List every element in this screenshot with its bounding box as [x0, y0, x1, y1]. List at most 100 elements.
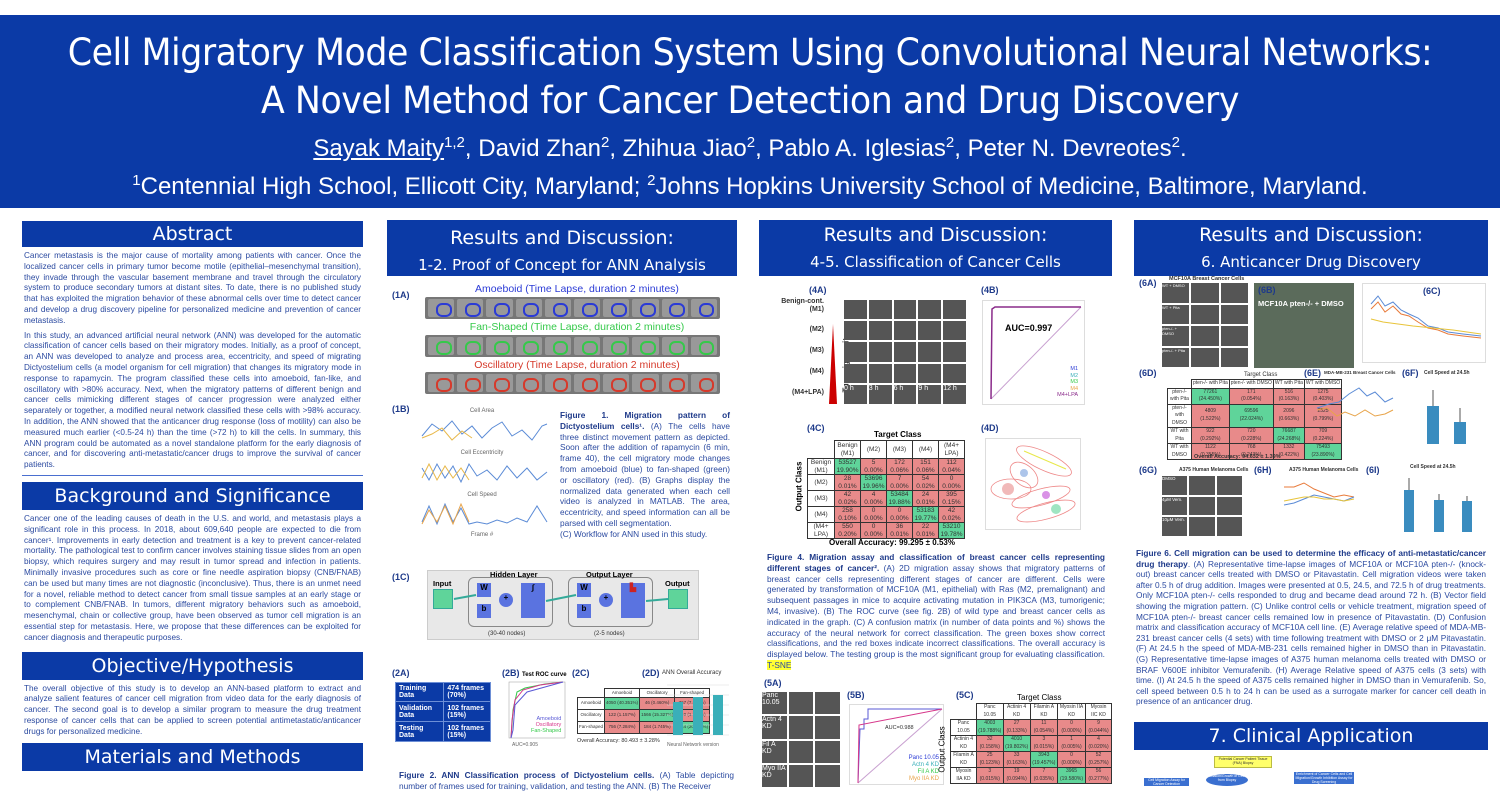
target-class-label: Target Class	[1017, 693, 1062, 702]
mcf10a-image-grid: WT + DMSO WT + Pita pten-/- + DMSO pten-…	[1162, 283, 1248, 367]
figure-label: (6H)	[1254, 465, 1272, 475]
figure-label: (2A)	[392, 668, 410, 678]
input-node	[433, 589, 453, 609]
tumorigenicity-gradient	[829, 324, 837, 404]
section-header-results-3: Results and Discussion: 6. Anticancer Dr…	[1134, 220, 1488, 276]
roc-legend: Amoeboid Oscillatory Fan-Shaped	[531, 716, 562, 734]
auc-value: AUC=0.997	[1005, 323, 1053, 333]
output-node	[668, 589, 688, 609]
affiliations: 1Centennial High School, Ellicott City, …	[132, 172, 1368, 200]
section-header-objective: Objective/Hypothesis	[22, 651, 363, 680]
speed-line-chart-6e	[1316, 387, 1394, 417]
workflow-step: Enrichment of Cancer Cells and Cell Migr…	[1294, 772, 1354, 784]
plot-title: Cell Speed	[467, 492, 497, 498]
figure-title: MCF10A Breast Cancer Cells	[1169, 276, 1245, 282]
sum-icon: +	[499, 593, 513, 607]
chart-title: Test ROC curve	[522, 672, 567, 678]
section-header-methods: Materials and Methods	[22, 743, 363, 772]
cell-eccentricity-plot	[421, 462, 548, 484]
figure-label: (2C)	[572, 668, 590, 678]
clinical-workflow-diagram: Potential Cancer Patient Tissue (FNA) Bi…	[1134, 754, 1488, 786]
bias-block: b	[477, 604, 491, 618]
confusion-matrix-2c: Amoeboid Oscillatory Fan-shaped Amoeboid 40…	[576, 688, 711, 734]
roc-curve-4b: AUC=0.997 M1 M2 M3 M4 M4+LPA	[982, 300, 1085, 405]
strip-title: Fan-Shaped (Time Lapse, duration 2 minut…	[469, 321, 685, 333]
figure-label: (6I)	[1366, 465, 1380, 475]
figure-label: (2D)	[642, 668, 660, 678]
objective-paragraph: The overall objective of this study is t…	[24, 683, 361, 736]
auc-value: AUC=0.905	[512, 742, 538, 748]
workflow-step: Isolation/Growth of Cells from Biopsy	[1206, 774, 1248, 786]
figure-2-caption: Figure 2. ANN Classification process of …	[399, 770, 734, 791]
figure-label: (6A)	[1139, 278, 1157, 288]
abstract-paragraph-2: In this study, an advanced artificial ne…	[24, 330, 361, 470]
figure-label: (6F)	[1402, 368, 1419, 378]
confusion-matrix-5c: Panc 10.05 Actinin 4 KD Filamin A KD Myosin…	[950, 703, 1112, 784]
figure-label: (1A)	[392, 290, 410, 300]
chart-title: Cell Speed at 24.5h	[1424, 370, 1470, 376]
output-class-label: Output Class	[937, 726, 947, 773]
plot-title: Cell Eccentricity	[460, 450, 504, 456]
abstract-paragraph-1: Cancer metastasis is the major cause of …	[24, 251, 361, 325]
figure-title: A375 Human Melanoma Cells	[1179, 467, 1249, 473]
figure-label: (6G)	[1139, 465, 1157, 475]
a375-image-grid: DMSO 4μM Vem. 10μM Vem.	[1162, 476, 1242, 536]
figure-title: A375 Human Melanoma Cells	[1289, 467, 1359, 473]
oscillatory-image-strip	[425, 372, 720, 394]
cell-speed-plot	[421, 502, 548, 526]
bias-block: b	[577, 604, 591, 618]
auc-value: AUC=0.988	[885, 725, 914, 731]
softmax-icon: ▙	[621, 583, 645, 618]
weight-block: W	[477, 583, 491, 597]
plot-title: Cell Area	[469, 408, 495, 414]
vector-field-image: (6B) MCF10A pten-/- + DMSO	[1254, 283, 1354, 368]
figure-label: (6E)	[1304, 368, 1322, 378]
roc-curve-5b: AUC=0.988 Panc 10.05 Actn 4 KD Fil A KD Myo…	[849, 704, 944, 785]
section-header-results-2: Results and Discussion: 4-5. Classificat…	[759, 220, 1112, 276]
roc-legend: Panc 10.05 Actn 4 KD Fil A KD Myo IIA KD	[908, 755, 939, 782]
speed-bar-chart-6i	[1404, 478, 1472, 532]
author-name: David Zhan	[478, 135, 601, 162]
target-class-label: Target Class	[1244, 372, 1278, 378]
speed-bar-chart-6f	[1427, 390, 1466, 444]
roc-curve-2b	[508, 681, 566, 739]
figure-title: MDA-MB-231 Breast Cancer Cells	[1324, 370, 1396, 375]
speed-line-chart-6c: (6C)	[1362, 283, 1486, 363]
overall-accuracy: Overall Accuracy: 99.295 ± 0.53%	[829, 538, 955, 547]
cell-area-plot	[421, 420, 548, 441]
strip-title: Amoeboid (Time Lapse, duration 2 minutes…	[475, 283, 679, 295]
data-split-table: Training Data 474 frames (70%) Validation…	[394, 682, 491, 742]
column-2: Results and Discussion: 1-2. Proof of Co…	[387, 220, 737, 791]
roc-legend: M1 M2 M3 M4 M4+LPA	[1057, 366, 1078, 398]
figure-label: (4A)	[809, 285, 827, 295]
figure-6-caption: Figure 6. Cell migration can be used to …	[1136, 548, 1486, 707]
section-header-abstract: Abstract	[22, 221, 363, 247]
weight-block: W	[577, 583, 591, 597]
figure-label: (4C)	[807, 423, 825, 433]
poster-title-line1: Cell Migratory Mode Classification Syste…	[67, 31, 1433, 74]
amoeboid-image-strip	[425, 297, 720, 319]
fan-shaped-image-strip	[425, 335, 720, 357]
section-header-clinical: 7. Clinical Application	[1134, 722, 1488, 750]
sum-icon: +	[599, 593, 613, 607]
figure-1-caption: Figure 1. Migration pattern of Dictyoste…	[560, 410, 730, 539]
figure-label: (1C)	[392, 572, 410, 582]
target-class-label: Target Class	[874, 430, 922, 439]
overall-accuracy: Overall Accuracy: 80.493 ± 3.28%	[577, 738, 660, 744]
knockdown-image-grid: Panc 10.05 Actn 4 KD Fil A KD Myo IIA KD	[762, 692, 840, 787]
accuracy-bar-chart	[667, 684, 729, 736]
section-header-background: Background and Significance	[22, 481, 363, 510]
strip-title: Oscillatory (Time Lapse, duration 2 minu…	[474, 359, 680, 371]
author-list: Sayak Maity1,2, David Zhan2, Zhihua Jiao…	[313, 134, 1187, 162]
author-name: Zhihua Jiao	[622, 135, 747, 162]
output-class-label: Output Class	[794, 461, 804, 512]
figure-label: (5C)	[956, 690, 974, 700]
figure-label: (1B)	[392, 404, 410, 414]
figure-label: (6D)	[1139, 368, 1157, 378]
figure-label: (4D)	[981, 423, 999, 433]
figure-label: (2B)	[502, 668, 520, 678]
chart-title: Cell Speed at 24.5h	[1410, 464, 1456, 470]
title-banner: Cell Migratory Mode Classification Syste…	[0, 15, 1500, 208]
figure-label: (5A)	[764, 678, 782, 688]
